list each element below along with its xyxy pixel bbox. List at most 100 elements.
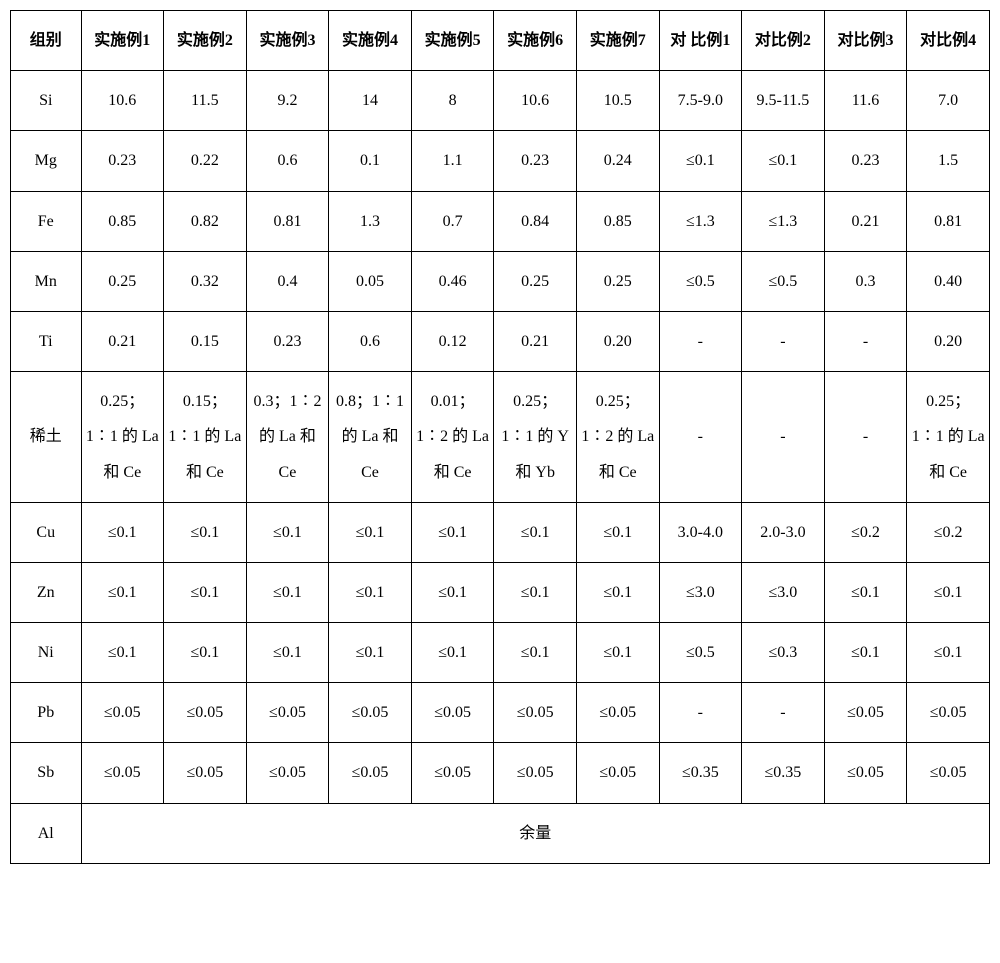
data-cell: 0.84 (494, 191, 577, 251)
data-cell: - (742, 372, 825, 503)
table-row: Fe0.850.820.811.30.70.840.85≤1.3≤1.30.21… (11, 191, 990, 251)
table-row: Ni≤0.1≤0.1≤0.1≤0.1≤0.1≤0.1≤0.1≤0.5≤0.3≤0… (11, 623, 990, 683)
row-label: Zn (11, 562, 82, 622)
data-cell: 0.23 (824, 131, 907, 191)
data-cell: 10.6 (81, 71, 164, 131)
row-label: Cu (11, 502, 82, 562)
data-cell: 0.46 (411, 251, 494, 311)
data-cell: 9.5-11.5 (742, 71, 825, 131)
data-cell: ≤0.1 (824, 623, 907, 683)
data-cell: ≤0.1 (164, 502, 247, 562)
data-cell: 0.05 (329, 251, 412, 311)
data-cell: 0.7 (411, 191, 494, 251)
data-cell: ≤0.05 (907, 683, 990, 743)
data-cell: 0.21 (824, 191, 907, 251)
header-cell: 对 比例1 (659, 11, 742, 71)
data-cell: ≤0.05 (411, 683, 494, 743)
data-cell: ≤0.1 (576, 502, 659, 562)
data-cell: ≤0.05 (576, 743, 659, 803)
data-cell: ≤0.5 (659, 623, 742, 683)
data-cell: ≤0.1 (246, 502, 329, 562)
data-cell: - (659, 311, 742, 371)
data-cell: ≤0.05 (907, 743, 990, 803)
data-cell: ≤0.05 (81, 683, 164, 743)
row-label: Ni (11, 623, 82, 683)
data-cell: 0.32 (164, 251, 247, 311)
data-cell: ≤0.1 (246, 623, 329, 683)
header-cell: 实施例4 (329, 11, 412, 71)
data-cell: - (659, 683, 742, 743)
data-cell: 0.24 (576, 131, 659, 191)
table-row: Ti0.210.150.230.60.120.210.20---0.20 (11, 311, 990, 371)
data-cell: 0.23 (81, 131, 164, 191)
data-cell: ≤0.1 (742, 131, 825, 191)
data-cell: ≤0.05 (411, 743, 494, 803)
data-cell: ≤0.5 (659, 251, 742, 311)
data-cell: ≤0.5 (742, 251, 825, 311)
data-cell: 0.85 (576, 191, 659, 251)
composition-table: 组别 实施例1 实施例2 实施例3 实施例4 实施例5 实施例6 实施例7 对 … (10, 10, 990, 864)
data-cell: ≤0.05 (824, 743, 907, 803)
data-cell: ≤0.35 (742, 743, 825, 803)
data-cell: ≤0.1 (329, 502, 412, 562)
data-cell: 0.81 (246, 191, 329, 251)
data-cell: 0.25；1∶2 的 La 和 Ce (576, 372, 659, 503)
data-cell: 0.6 (329, 311, 412, 371)
data-cell: 0.82 (164, 191, 247, 251)
row-label: Fe (11, 191, 82, 251)
row-label: Mn (11, 251, 82, 311)
row-label: Mg (11, 131, 82, 191)
header-cell: 实施例1 (81, 11, 164, 71)
data-cell: ≤3.0 (742, 562, 825, 622)
data-cell: 14 (329, 71, 412, 131)
row-label: Ti (11, 311, 82, 371)
data-cell: 0.25 (576, 251, 659, 311)
header-cell: 实施例6 (494, 11, 577, 71)
header-cell: 实施例3 (246, 11, 329, 71)
data-cell: 0.01；1∶2 的 La 和 Ce (411, 372, 494, 503)
data-cell: ≤0.05 (81, 743, 164, 803)
data-cell: ≤0.2 (907, 502, 990, 562)
data-cell: 2.0-3.0 (742, 502, 825, 562)
data-cell: 0.25；1∶1 的 La 和 Ce (907, 372, 990, 503)
data-cell: ≤0.1 (824, 562, 907, 622)
data-cell: ≤0.1 (329, 562, 412, 622)
data-cell: 0.6 (246, 131, 329, 191)
data-cell: 0.22 (164, 131, 247, 191)
data-cell: 1.3 (329, 191, 412, 251)
table-row: Si10.611.59.214810.610.57.5-9.09.5-11.51… (11, 71, 990, 131)
data-cell: 0.40 (907, 251, 990, 311)
data-cell: ≤0.1 (81, 502, 164, 562)
data-cell: ≤0.05 (164, 683, 247, 743)
row-label: 稀土 (11, 372, 82, 503)
row-label: Si (11, 71, 82, 131)
data-cell: ≤0.05 (576, 683, 659, 743)
data-cell: 0.15 (164, 311, 247, 371)
data-cell: ≤0.1 (411, 623, 494, 683)
data-cell: 0.25；1∶1 的 La 和 Ce (81, 372, 164, 503)
data-cell: 0.25 (494, 251, 577, 311)
header-cell: 实施例2 (164, 11, 247, 71)
data-cell: 10.5 (576, 71, 659, 131)
data-cell: ≤0.1 (164, 623, 247, 683)
data-cell: 0.1 (329, 131, 412, 191)
data-cell: ≤0.1 (907, 562, 990, 622)
data-cell: 1.5 (907, 131, 990, 191)
data-cell: 0.21 (494, 311, 577, 371)
table-row: Pb≤0.05≤0.05≤0.05≤0.05≤0.05≤0.05≤0.05--≤… (11, 683, 990, 743)
data-cell: 0.25 (81, 251, 164, 311)
data-cell: ≤0.2 (824, 502, 907, 562)
data-cell: - (824, 311, 907, 371)
data-cell: ≤0.05 (494, 743, 577, 803)
table-row: Cu≤0.1≤0.1≤0.1≤0.1≤0.1≤0.1≤0.13.0-4.02.0… (11, 502, 990, 562)
data-cell: 0.85 (81, 191, 164, 251)
data-cell: ≤0.1 (81, 623, 164, 683)
data-cell: ≤0.05 (246, 683, 329, 743)
data-cell: 0.4 (246, 251, 329, 311)
data-cell: ≤0.05 (329, 743, 412, 803)
data-cell: ≤0.1 (494, 562, 577, 622)
table-row: Sb≤0.05≤0.05≤0.05≤0.05≤0.05≤0.05≤0.05≤0.… (11, 743, 990, 803)
data-cell: 9.2 (246, 71, 329, 131)
data-cell: 0.21 (81, 311, 164, 371)
data-cell: 7.5-9.0 (659, 71, 742, 131)
